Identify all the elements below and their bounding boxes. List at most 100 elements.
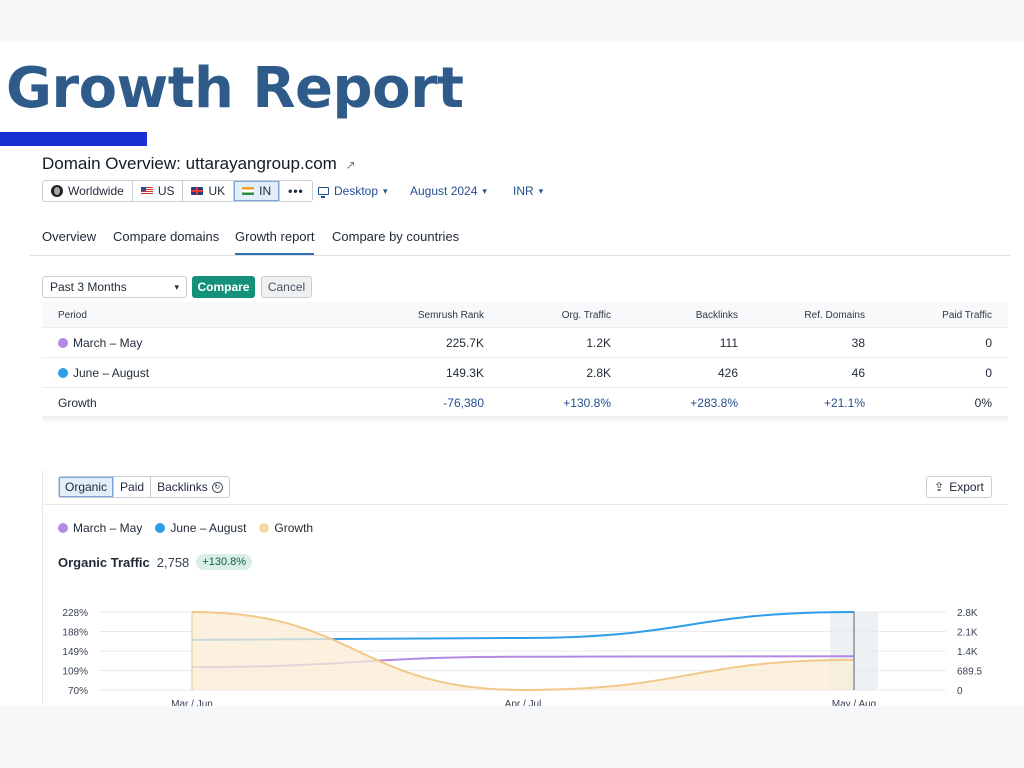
title-accent-bar xyxy=(0,132,147,146)
paid-traffic-cell: 0 xyxy=(985,336,992,350)
series-dot xyxy=(58,338,68,348)
domain-overview-label: Domain Overview: xyxy=(42,154,181,173)
right-axis-tick: 1.4K xyxy=(957,647,978,658)
column-header[interactable]: Ref. Domains xyxy=(804,310,865,321)
column-header: Period xyxy=(58,310,87,321)
column-header[interactable]: Backlinks xyxy=(695,310,738,321)
tab-compare-by-countries[interactable]: Compare by countries xyxy=(332,229,460,244)
right-axis-tick: 2.1K xyxy=(957,628,978,639)
backlinks-cell: 426 xyxy=(717,366,738,380)
legend-dot xyxy=(155,523,166,533)
currency-selector[interactable]: INR ▾ xyxy=(513,184,543,198)
metric-label: Organic Traffic xyxy=(58,554,150,570)
external-link-icon[interactable]: ↗ xyxy=(345,158,356,172)
subtab-paid[interactable]: Paid xyxy=(114,477,152,497)
in-flag-icon xyxy=(242,187,255,195)
column-header[interactable]: Paid Traffic xyxy=(942,310,992,321)
right-axis-tick: 0 xyxy=(957,686,963,697)
metric-value: 2,758 xyxy=(156,554,190,570)
region-in[interactable]: IN xyxy=(234,181,281,201)
column-header[interactable]: Semrush Rank xyxy=(417,310,484,321)
organic-traffic-chart: 228% 2.8K 188% 2.1K 149% 1.4K 109% 689.5 70% 0 Mar… xyxy=(62,608,982,706)
domain-overview-title: Domain Overview: uttarayangroup.com ↗ xyxy=(42,154,356,174)
monitor-icon xyxy=(318,187,329,198)
region-uk[interactable]: UK xyxy=(183,181,235,201)
backlinks-info-icon: ↻ xyxy=(211,481,223,493)
period-dropdown[interactable]: Past 3 Months ▾ xyxy=(42,276,187,298)
left-axis-tick: 70% xyxy=(68,686,88,697)
report-tabs: Overview Compare domains Growth report C… xyxy=(30,226,1010,256)
chart-legend: March – May June – August Growth xyxy=(58,521,313,535)
more-regions-button[interactable]: ••• xyxy=(280,181,312,201)
domain-name[interactable]: uttarayangroup.com xyxy=(185,154,337,173)
device-label: Desktop xyxy=(334,184,379,198)
column-header[interactable]: Org. Traffic xyxy=(561,310,611,321)
chevron-down-icon: ▾ xyxy=(174,281,179,292)
left-axis-tick: 188% xyxy=(62,628,88,639)
series-line-2 xyxy=(191,611,855,692)
semrush-rank-growth: -76,380 xyxy=(443,396,484,410)
legend-label: March – May xyxy=(73,521,143,535)
legend-item-june-august[interactable]: June – August xyxy=(155,521,246,535)
export-button[interactable]: ⇪ Export xyxy=(926,476,992,498)
metric-growth-badge: +130.8% xyxy=(196,554,253,570)
compare-button[interactable]: Compare xyxy=(192,276,255,298)
region-us[interactable]: US xyxy=(133,181,184,201)
ref-domains-cell: 38 xyxy=(851,336,865,350)
card-border xyxy=(42,470,43,706)
device-selector[interactable]: Desktop ▾ xyxy=(318,184,388,198)
paid-traffic-growth: 0% xyxy=(974,396,992,410)
period-cell: March – May xyxy=(58,336,142,350)
right-axis-tick: 689.5 xyxy=(957,667,982,678)
legend-label: Growth xyxy=(274,521,314,535)
legend-label: June – August xyxy=(170,521,247,535)
table-row: March – May 225.7K 1.2K 111 38 0 xyxy=(42,328,1008,358)
period-cell: Growth xyxy=(58,396,97,410)
period-cell: June – August xyxy=(58,366,149,380)
org-traffic-cell: 2.8K xyxy=(586,366,611,380)
table-header-row: Period Semrush Rank Org. Traffic Backlin… xyxy=(42,302,1008,328)
left-axis-tick: 149% xyxy=(62,647,88,658)
legend-item-growth[interactable]: Growth xyxy=(259,521,313,535)
subtab-organic[interactable]: Organic xyxy=(59,477,115,497)
ref-domains-growth: +21.1% xyxy=(823,396,865,410)
tab-compare-domains[interactable]: Compare domains xyxy=(113,229,220,244)
tab-growth-report[interactable]: Growth report xyxy=(235,229,315,255)
organic-traffic-metric: Organic Traffic 2,758 +130.8% xyxy=(58,554,253,570)
period-name: March – May xyxy=(73,336,143,350)
more-icon: ••• xyxy=(288,184,304,198)
chevron-down-icon: ▾ xyxy=(383,185,388,196)
x-axis-tick: Apr / Jul xyxy=(505,699,542,706)
tab-overview[interactable]: Overview xyxy=(42,229,97,244)
x-axis-tick: May / Aug xyxy=(832,699,876,706)
section-separator xyxy=(42,416,1008,424)
ref-domains-cell: 46 xyxy=(851,366,865,380)
series-area-2 xyxy=(192,612,854,690)
x-axis-tick: Mar / Jun xyxy=(171,699,213,706)
uk-flag-icon xyxy=(191,187,204,195)
right-axis-tick: 2.8K xyxy=(957,608,978,619)
semrush-rank-cell: 149.3K xyxy=(445,366,484,380)
period-name: June – August xyxy=(73,366,150,380)
series-dot xyxy=(58,368,68,378)
period-label: Past 3 Months xyxy=(50,280,127,294)
org-traffic-cell: 1.2K xyxy=(586,336,611,350)
region-label: UK xyxy=(208,184,226,198)
backlinks-cell: 111 xyxy=(719,336,738,350)
chevron-down-icon: ▾ xyxy=(538,185,544,196)
region-worldwide[interactable]: Worldwide xyxy=(43,181,133,201)
slide: Growth Report Domain Overview: uttarayan… xyxy=(0,42,1024,706)
growth-table: Period Semrush Rank Org. Traffic Backlin… xyxy=(42,302,1008,418)
legend-item-march-may[interactable]: March – May xyxy=(58,521,142,535)
cancel-button[interactable]: Cancel xyxy=(261,276,312,298)
currency-label: INR xyxy=(513,184,534,198)
traffic-type-tabs: Organic Paid Backlinks ↻ xyxy=(58,476,230,498)
paid-traffic-cell: 0 xyxy=(985,366,992,380)
divider xyxy=(42,504,1008,505)
semrush-rank-cell: 225.7K xyxy=(445,336,484,350)
subtab-label: Backlinks xyxy=(157,480,208,494)
date-selector[interactable]: August 2024 ▾ xyxy=(410,184,487,198)
legend-dot xyxy=(58,523,68,533)
export-label: Export xyxy=(949,480,984,494)
subtab-backlinks[interactable]: Backlinks ↻ xyxy=(151,477,229,497)
